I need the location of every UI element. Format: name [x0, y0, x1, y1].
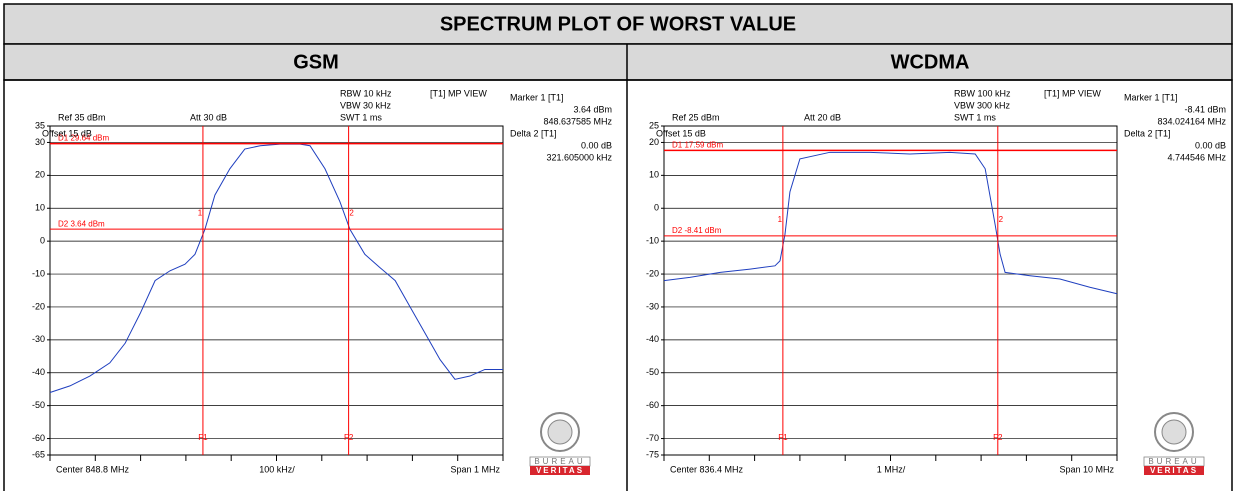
body-frame — [3, 79, 1233, 491]
annotation-center: Center 836.4 MHz — [670, 464, 744, 474]
logo-seal-inner — [1161, 419, 1187, 445]
logo-text: VERITAS — [1150, 466, 1198, 475]
y-tick-label: 20 — [35, 170, 45, 180]
annotation-rbw: RBW 10 kHz — [340, 88, 392, 98]
annotation-vbw: VBW 300 kHz — [954, 100, 1011, 110]
marker-label: 1 — [198, 208, 203, 217]
y-tick-label: 25 — [649, 120, 659, 130]
annotation-delta2_freq: 321.605000 kHz — [546, 152, 612, 162]
annotation-swt: SWT 1 ms — [340, 112, 382, 122]
annotation-span: Span 10 MHz — [1059, 464, 1114, 474]
trace — [663, 151, 1118, 295]
annotation-marker1_level: 3.64 dBm — [573, 104, 612, 114]
logo-box-bottom — [1144, 466, 1204, 475]
marker-label: 1 — [778, 215, 783, 224]
y-tick-label: 0 — [654, 203, 659, 213]
y-tick-label: -40 — [646, 334, 659, 344]
frequency-line-label: F1 — [198, 433, 208, 442]
y-tick-label: 30 — [35, 137, 45, 147]
plot-frame — [663, 125, 1118, 456]
logo-text: VERITAS — [536, 466, 584, 475]
annotation-div: 1 MHz/ — [877, 464, 906, 474]
annotation-marker1_level: -8.41 dBm — [1184, 104, 1226, 114]
annotation-marker1: Marker 1 [T1] — [510, 92, 564, 102]
display-line-label: D2 3.64 dBm — [58, 219, 105, 228]
annotation-offset: Offset 15 dB — [42, 128, 92, 138]
chart-title: WCDMA — [891, 51, 970, 73]
frequency-line-label: F2 — [993, 433, 1003, 442]
y-tick-label: 10 — [35, 203, 45, 213]
annotation-view: [T1] MP VIEW — [430, 88, 487, 98]
y-tick-label: -75 — [646, 449, 659, 459]
y-tick-label: -20 — [32, 301, 45, 311]
annotation-att: Att 20 dB — [804, 112, 841, 122]
annotation-delta2_level: 0.00 dB — [581, 140, 612, 150]
subheader-row — [3, 43, 1233, 81]
annotation-span: Span 1 MHz — [450, 464, 500, 474]
y-tick-label: -20 — [646, 268, 659, 278]
marker-label: 2 — [349, 208, 354, 217]
annotation-delta2_freq: 4.744546 MHz — [1167, 152, 1226, 162]
annotation-delta2: Delta 2 [T1] — [1124, 128, 1171, 138]
annotation-swt: SWT 1 ms — [954, 112, 996, 122]
y-tick-label: -65 — [32, 449, 45, 459]
annotation-delta2: Delta 2 [T1] — [510, 128, 557, 138]
frequency-line-label: F1 — [778, 433, 788, 442]
chart-title: GSM — [293, 51, 339, 73]
annotation-att: Att 30 dB — [190, 112, 227, 122]
logo-seal-inner — [547, 419, 573, 445]
y-tick-label: 10 — [649, 170, 659, 180]
annotation-view: [T1] MP VIEW — [1044, 88, 1101, 98]
logo-box-bottom — [530, 466, 590, 475]
y-tick-label: -60 — [646, 400, 659, 410]
title-row — [3, 3, 1233, 45]
annotation-rbw: RBW 100 kHz — [954, 88, 1011, 98]
annotation-marker1: Marker 1 [T1] — [1124, 92, 1178, 102]
display-line-label: D2 -8.41 dBm — [672, 226, 722, 235]
annotation-vbw: VBW 30 kHz — [340, 100, 392, 110]
annotation-marker1_freq: 834.024164 MHz — [1157, 116, 1226, 126]
annotation-div: 100 kHz/ — [259, 464, 295, 474]
annotation-ref: Ref 35 dBm — [58, 112, 106, 122]
annotation-offset: Offset 15 dB — [656, 128, 706, 138]
logo-text: BUREAU — [1148, 457, 1199, 466]
display-line-label: D1 29.64 dBm — [58, 134, 109, 143]
marker-label: 2 — [999, 215, 1004, 224]
y-tick-label: -70 — [646, 433, 659, 443]
y-tick-label: -30 — [646, 301, 659, 311]
annotation-marker1_freq: 848.637585 MHz — [543, 116, 612, 126]
page-title: SPECTRUM PLOT OF WORST VALUE — [440, 13, 796, 35]
y-tick-label: 35 — [35, 120, 45, 130]
y-tick-label: -30 — [32, 334, 45, 344]
frequency-line-label: F2 — [344, 433, 354, 442]
annotation-ref: Ref 25 dBm — [672, 112, 720, 122]
y-tick-label: -60 — [32, 433, 45, 443]
y-tick-label: 0 — [40, 236, 45, 246]
display-line-label: D1 17.59 dBm — [672, 140, 723, 149]
plot-frame — [49, 125, 504, 456]
y-tick-label: -10 — [32, 268, 45, 278]
y-tick-label: -10 — [646, 236, 659, 246]
y-tick-label: -50 — [32, 400, 45, 410]
y-tick-label: 20 — [649, 137, 659, 147]
y-tick-label: -40 — [32, 367, 45, 377]
annotation-center: Center 848.8 MHz — [56, 464, 130, 474]
y-tick-label: -50 — [646, 367, 659, 377]
logo-text: BUREAU — [534, 457, 585, 466]
annotation-delta2_level: 0.00 dB — [1195, 140, 1226, 150]
